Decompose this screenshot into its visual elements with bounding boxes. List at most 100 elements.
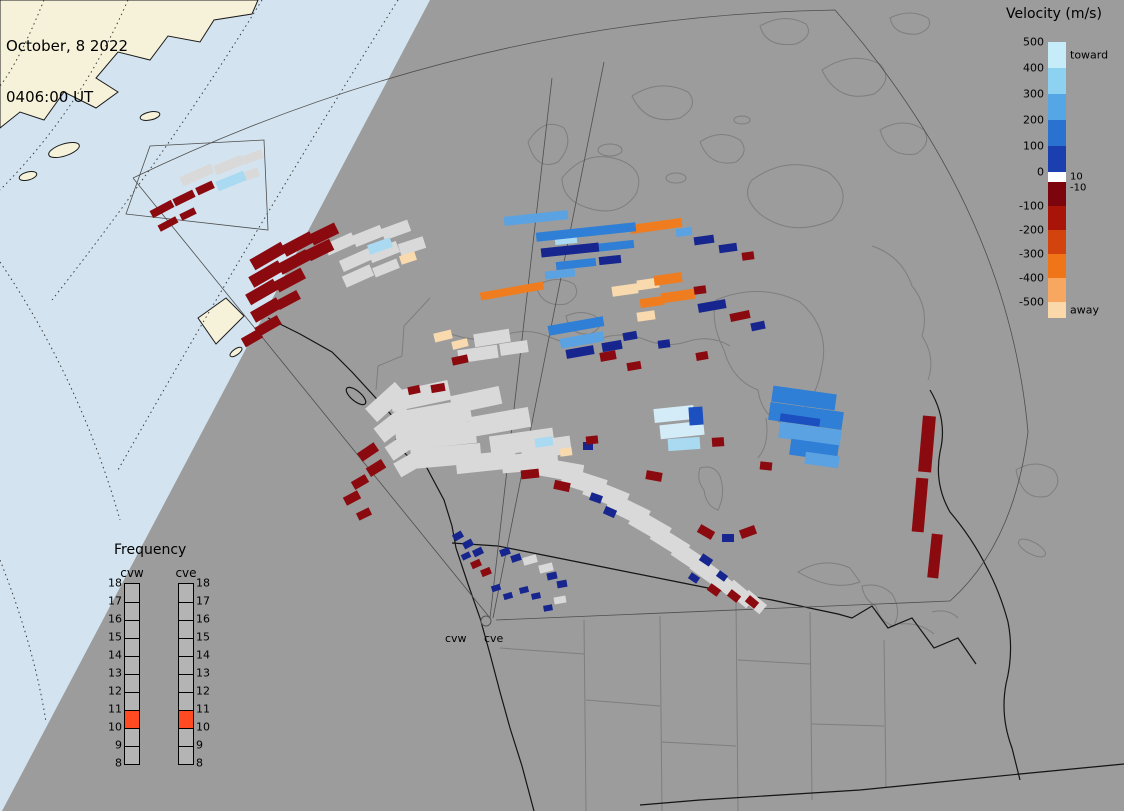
echo-cell: [480, 566, 492, 578]
echo-cell: [277, 249, 311, 275]
echo-cell: [778, 421, 842, 447]
echo-cell: [490, 583, 502, 593]
echo-cell: [722, 534, 734, 542]
land-island: [48, 141, 80, 159]
state-borders: [499, 599, 887, 811]
echo-cell: [804, 451, 840, 469]
echo-cell: [471, 546, 485, 558]
echo-cell: [213, 154, 245, 176]
echo-cell: [555, 257, 597, 271]
echo-cell: [308, 222, 340, 246]
echo-cell: [273, 267, 307, 293]
freq-tick-label: 8: [115, 756, 122, 770]
echo-cell: [384, 427, 424, 461]
echo-cell: [451, 530, 465, 542]
echo-cell: [759, 461, 773, 471]
echo-cell: [911, 477, 929, 533]
echo-cell: [601, 339, 623, 353]
echo-cell: [768, 401, 844, 431]
echo-cell: [530, 592, 542, 600]
echo-cell: [393, 446, 431, 478]
echo-cell: [179, 163, 215, 187]
echo-cell: [479, 281, 545, 301]
echo-cell: [350, 474, 370, 490]
echo-cell: [622, 330, 638, 342]
echo-cell: [544, 268, 576, 280]
echo-cell: [215, 170, 247, 192]
echo-cell: [593, 239, 635, 253]
echo-cell: [355, 507, 373, 521]
freq-segment: [179, 656, 193, 674]
echo-cell: [696, 524, 716, 540]
velocity-tick-label: 300: [1023, 87, 1044, 101]
freq-tick-label: 13: [108, 666, 122, 680]
radar-label-cvw: cvw: [445, 632, 467, 645]
land-island: [18, 170, 38, 182]
echo-cell: [341, 264, 375, 288]
echo-cell: [599, 350, 617, 362]
echo-cell: [547, 316, 605, 336]
freq-segment: [179, 692, 193, 710]
velocity-tick-label: 200: [1023, 113, 1044, 127]
coast-labrador: [871, 245, 932, 381]
echo-cell: [305, 238, 335, 262]
echo-cells: [149, 149, 943, 615]
echo-cell: [675, 226, 693, 238]
freq-segment: [125, 638, 139, 656]
echo-cell: [451, 338, 469, 350]
echo-cell: [518, 586, 530, 594]
freq-segment: [179, 746, 193, 764]
echo-cell: [750, 320, 766, 332]
freq-tick-label: 13: [196, 666, 210, 680]
echo-cell: [559, 331, 605, 349]
echo-cell: [667, 436, 701, 452]
velocity-inner-tick-minus: -10: [1070, 182, 1087, 194]
echo-cell: [248, 260, 284, 288]
echo-cell: [659, 420, 705, 440]
freq-tick-label: 10: [108, 720, 122, 734]
echo-cell: [698, 553, 714, 567]
velocity-away-label: away: [1070, 303, 1099, 317]
freq-segment: [125, 674, 139, 692]
echo-cell: [460, 551, 472, 561]
velocity-colorbar-segment: [1048, 172, 1066, 182]
echo-cell: [534, 436, 554, 448]
echo-cell: [543, 604, 553, 612]
freq-segment: [125, 602, 139, 620]
velocity-tick-label: -300: [1019, 247, 1044, 261]
velocity-tick-label: -200: [1019, 223, 1044, 237]
fan-left-edge: [132, 177, 491, 619]
velocity-colorbar-segment: [1048, 120, 1066, 146]
fan-outer-arc: [132, 9, 1029, 602]
freq-tick-label: 8: [196, 756, 203, 770]
echo-cell: [553, 479, 571, 493]
echo-cell: [254, 315, 282, 337]
echo-cell: [729, 310, 751, 322]
echo-cell: [585, 435, 599, 445]
echo-cell: [240, 328, 264, 348]
velocity-tick-label: 400: [1023, 61, 1044, 75]
echo-cell: [281, 231, 315, 257]
echo-cell: [553, 595, 567, 605]
velocity-colorbar-segment: [1048, 146, 1066, 172]
echo-cell: [342, 490, 362, 506]
coast-east: [929, 389, 1021, 781]
freq-tick-label: 9: [196, 738, 203, 752]
echo-cell: [744, 595, 760, 609]
echo-cell: [565, 345, 595, 359]
velocity-tick-label: 0: [1037, 165, 1044, 179]
echo-cell: [706, 583, 722, 597]
land-panhandle: [197, 297, 245, 345]
haida-gwaii: [345, 386, 367, 406]
coast-west: [267, 317, 535, 811]
echo-cell: [372, 258, 400, 278]
fan-right-edge: [495, 600, 951, 621]
echo-cell: [693, 234, 715, 246]
freq-tick-label: 16: [108, 612, 122, 626]
echo-cell: [546, 571, 558, 581]
freq-bar-cvw: [124, 583, 140, 765]
freq-tick-label: 18: [196, 576, 210, 590]
echo-cell: [195, 180, 215, 196]
freq-tick-label: 15: [196, 630, 210, 644]
freq-segment: [125, 728, 139, 746]
